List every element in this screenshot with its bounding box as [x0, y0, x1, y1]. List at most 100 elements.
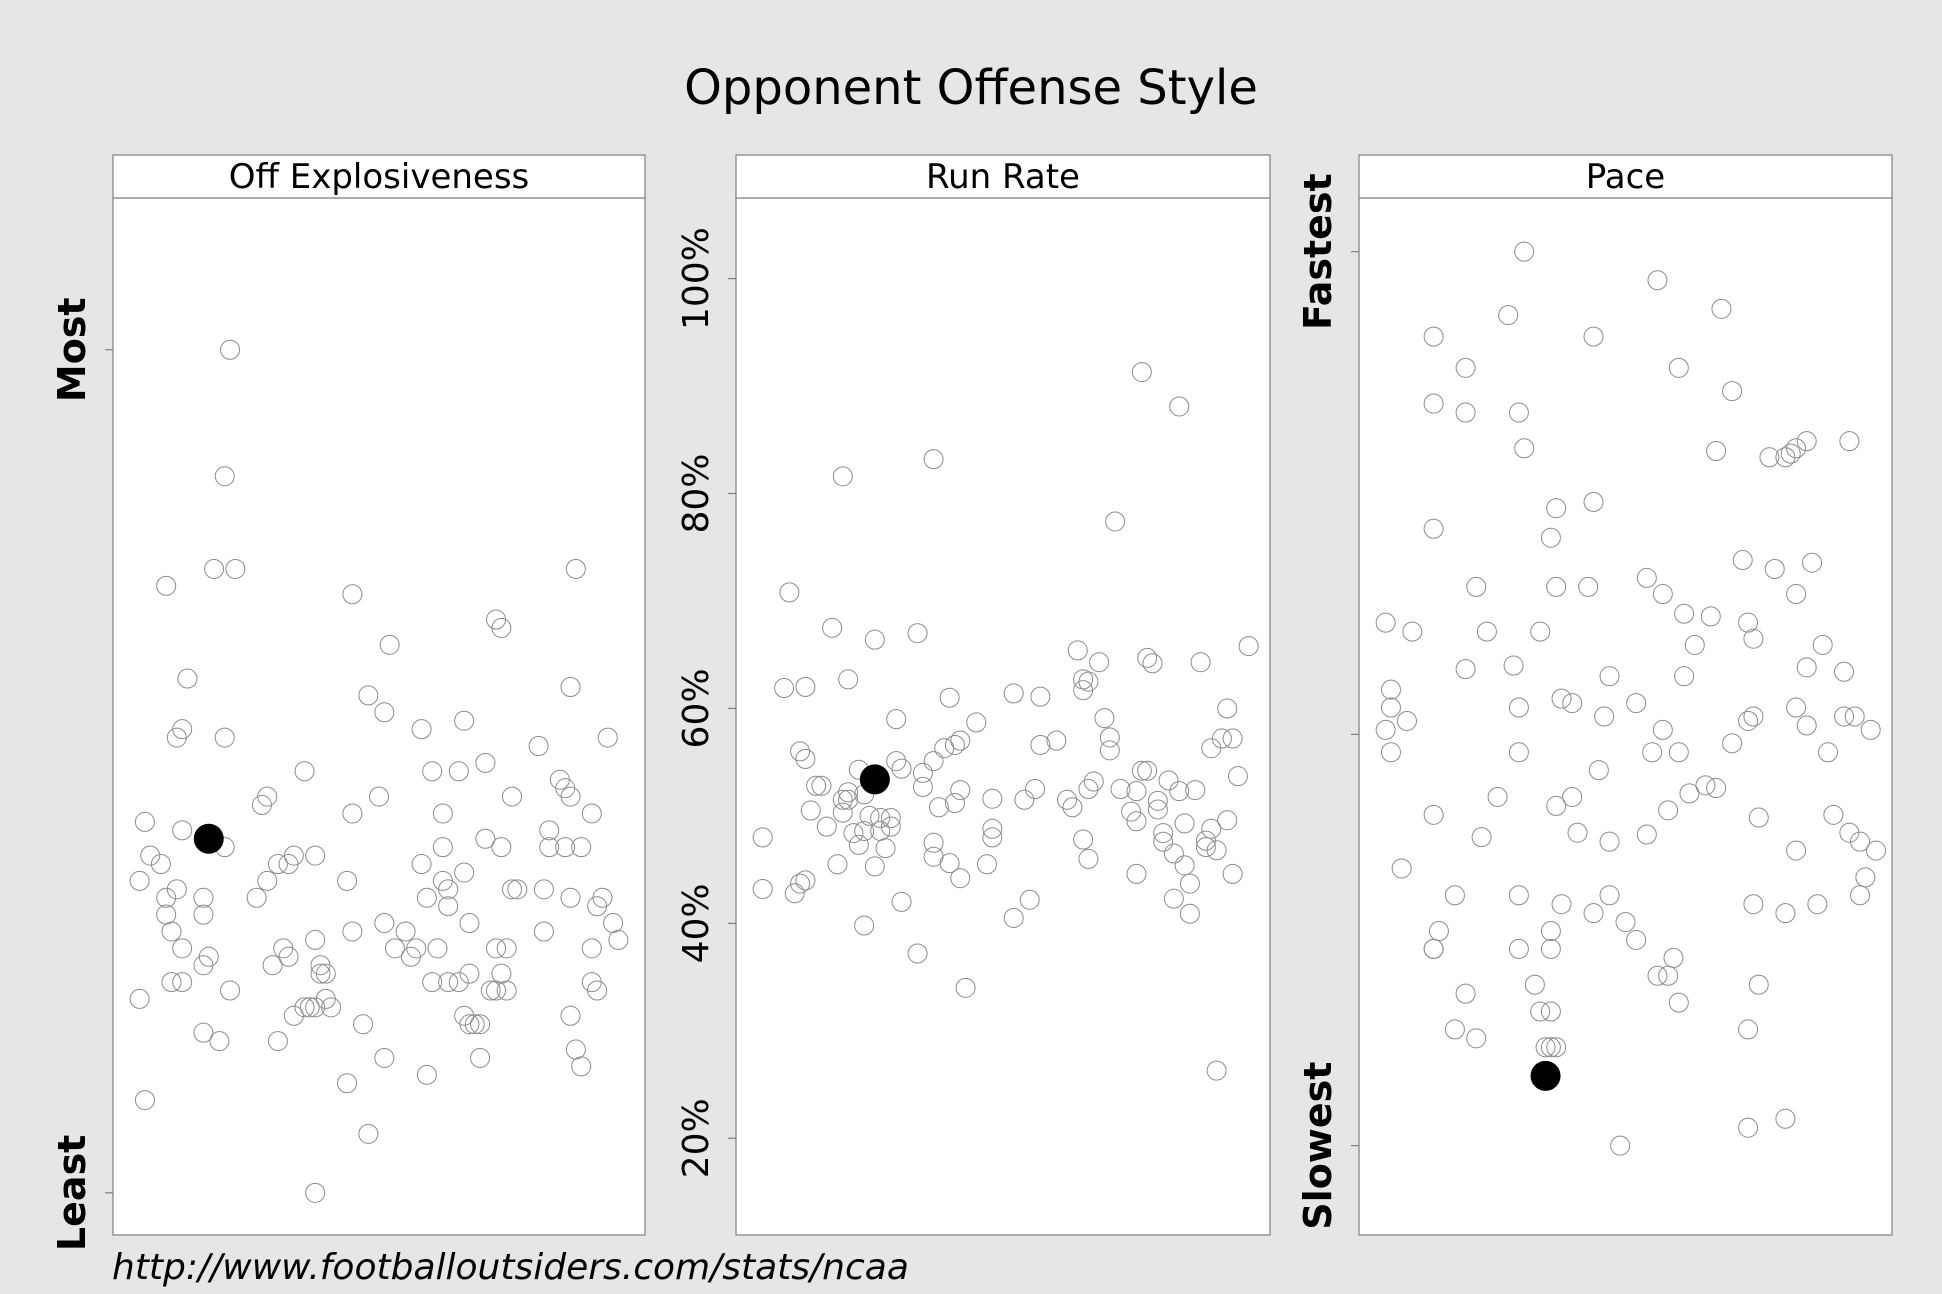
data-point: [1695, 775, 1716, 796]
data-point: [305, 1182, 326, 1203]
data-point: [193, 955, 214, 976]
data-point: [1786, 438, 1807, 459]
data-point: [1652, 719, 1673, 740]
data-point: [1455, 357, 1476, 378]
data-point: [950, 868, 971, 889]
data-point: [1583, 491, 1604, 512]
data-point: [1786, 697, 1807, 718]
data-point: [1455, 402, 1476, 423]
data-point: [1466, 1028, 1487, 1049]
data-point: [790, 873, 811, 894]
y-end-label: Fastest: [1296, 173, 1340, 330]
data-point: [832, 789, 853, 810]
data-point: [1711, 298, 1732, 319]
data-point: [864, 856, 885, 877]
data-point: [533, 921, 554, 942]
data-point: [795, 676, 816, 697]
data-point: [816, 816, 837, 837]
data-point: [539, 820, 560, 841]
data-point: [1546, 795, 1567, 816]
data-point: [225, 558, 246, 579]
data-point: [1636, 567, 1657, 588]
highlight-point: [193, 823, 224, 854]
data-point: [1546, 576, 1567, 597]
data-point: [507, 879, 528, 900]
data-point: [204, 558, 225, 579]
data-point: [432, 803, 453, 824]
data-point: [1738, 612, 1759, 633]
data-point: [539, 837, 560, 858]
data-point: [1030, 734, 1051, 755]
data-point: [1476, 621, 1497, 642]
data-point: [950, 780, 971, 801]
data-point: [944, 793, 965, 814]
data-point: [864, 629, 885, 650]
data-point: [432, 837, 453, 858]
data-point: [1206, 1060, 1227, 1081]
data-point: [411, 854, 432, 875]
data-point: [267, 1031, 288, 1052]
data-point: [565, 558, 586, 579]
data-point: [597, 727, 618, 748]
data-point: [358, 1123, 379, 1144]
data-point: [1391, 858, 1412, 879]
plot-area: [1358, 197, 1893, 1236]
data-point: [1764, 558, 1785, 579]
data-point: [1147, 799, 1168, 820]
data-point: [1455, 983, 1476, 1004]
data-point: [923, 751, 944, 772]
data-point: [1738, 1117, 1759, 1138]
data-point: [880, 816, 901, 837]
panels: Off Explosiveness Most Least Run Rate 20% 40%…: [50, 154, 1893, 1251]
data-point: [342, 584, 363, 605]
data-point: [880, 808, 901, 829]
data-point: [1706, 778, 1727, 799]
data-point: [1743, 894, 1764, 915]
data-point: [161, 972, 182, 993]
data-point: [1487, 786, 1508, 807]
data-point: [1126, 781, 1147, 802]
data-point: [1668, 742, 1689, 763]
data-point: [486, 980, 507, 1001]
data-point: [1540, 1037, 1561, 1058]
data-point: [592, 887, 613, 908]
data-point: [1222, 863, 1243, 884]
data-point: [1514, 241, 1535, 262]
data-point: [1201, 818, 1222, 839]
data-point: [1674, 666, 1695, 687]
data-point: [209, 1031, 230, 1052]
data-point: [1195, 837, 1216, 858]
data-point: [939, 687, 960, 708]
data-point: [1498, 305, 1519, 326]
data-point: [1466, 576, 1487, 597]
data-point: [1455, 659, 1476, 680]
data-point: [134, 1090, 155, 1111]
data-point: [257, 870, 278, 891]
data-point: [907, 943, 928, 964]
data-point: [587, 980, 608, 1001]
data-point: [1812, 634, 1833, 655]
data-point: [1647, 965, 1668, 986]
data-point: [1647, 270, 1668, 291]
data-point: [1126, 811, 1147, 832]
data-point: [1508, 402, 1529, 423]
data-point: [1423, 804, 1444, 825]
data-point: [838, 669, 859, 690]
data-point: [795, 870, 816, 891]
data-point: [832, 802, 853, 823]
data-point: [129, 988, 150, 1009]
data-point: [1185, 780, 1206, 801]
data-point: [422, 761, 443, 782]
data-point: [459, 913, 480, 934]
data-point: [982, 788, 1003, 809]
data-point: [875, 838, 896, 859]
data-point: [220, 980, 241, 1001]
data-point: [1046, 730, 1067, 751]
data-point: [1375, 719, 1396, 740]
data-point: [1743, 706, 1764, 727]
data-point: [1444, 885, 1465, 906]
data-point: [1222, 728, 1243, 749]
y-end-label: Most: [50, 297, 94, 402]
data-point: [1137, 760, 1158, 781]
source-url: http://www.footballoutsiders.com/stats/n…: [112, 1247, 909, 1288]
